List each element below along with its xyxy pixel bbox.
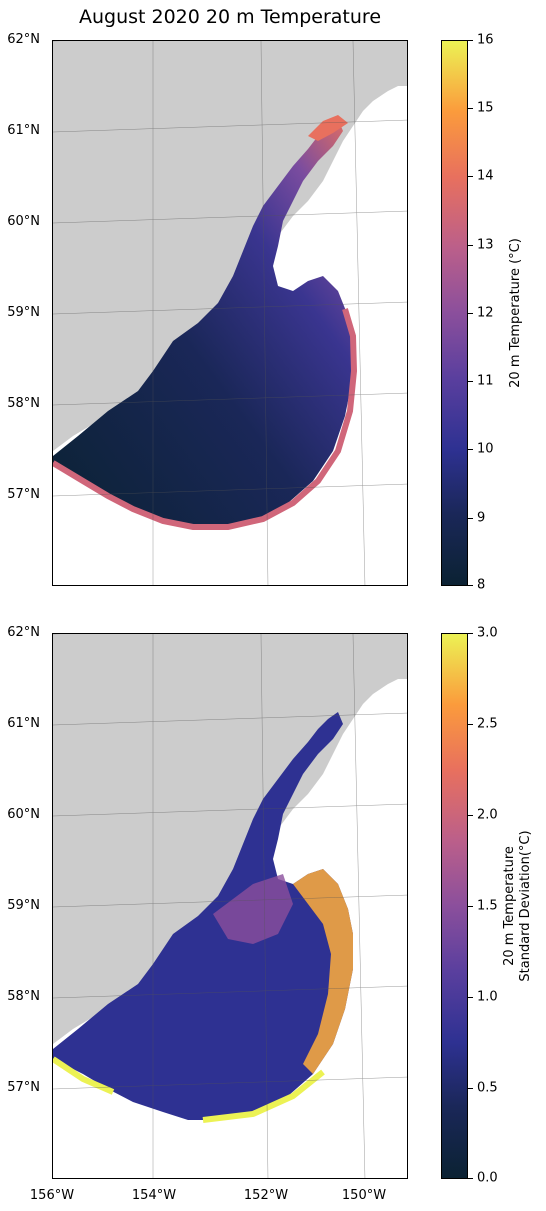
colorbar-title: 20 m Temperature (°C) — [508, 238, 523, 388]
colorbar-tick: 10 — [477, 441, 494, 457]
colorbar-tick: 1.0 — [477, 989, 498, 1005]
colorbar-tick: 13 — [477, 237, 494, 253]
high-variability-rim — [53, 1056, 325, 1123]
warm-rim — [53, 308, 358, 530]
colorbar-tick: 3.0 — [477, 625, 498, 641]
lat-label: 59°N — [7, 305, 40, 320]
colorbar-title-line1: 20 m Temperature — [502, 846, 517, 966]
colorbar-tick: 8 — [477, 577, 486, 593]
lat-label: 59°N — [7, 898, 40, 913]
stddev-map-panel — [52, 633, 408, 1179]
colorbar-tick: 9 — [477, 510, 486, 526]
lon-label: 156°W — [29, 1188, 75, 1203]
lat-label: 58°N — [7, 396, 40, 411]
colorbar-tick: 11 — [477, 373, 494, 389]
lat-label: 57°N — [7, 1080, 40, 1095]
warm-inlet-head — [308, 115, 348, 141]
colorbar-tick: 1.5 — [477, 898, 498, 914]
colorbar-tick: 12 — [477, 305, 494, 321]
colorbar-tick: 2.0 — [477, 807, 498, 823]
colorbar-tick: 0.0 — [477, 1170, 498, 1186]
colorbar-tick: 15 — [477, 100, 494, 116]
figure-title: August 2020 20 m Temperature — [78, 6, 382, 28]
temperature-map — [53, 41, 407, 585]
stddev-colorbar — [441, 633, 468, 1179]
stddev-map — [53, 634, 407, 1178]
high-variability-outer — [293, 869, 353, 1074]
colorbar-title: 20 m Temperature Standard Deviation(°C) — [502, 806, 534, 1006]
graticule — [53, 634, 407, 1178]
stddev-field — [53, 712, 353, 1120]
lat-label: 62°N — [7, 32, 40, 47]
colorbar-tick: 16 — [477, 32, 494, 48]
temperature-map-panel — [52, 40, 408, 586]
graticule — [53, 41, 407, 585]
colorbar-tick: 0.5 — [477, 1080, 498, 1096]
lat-label: 61°N — [7, 123, 40, 138]
mid-variability — [213, 874, 293, 944]
lat-label: 58°N — [7, 989, 40, 1004]
lon-label: 152°W — [243, 1188, 289, 1203]
lon-label: 154°W — [131, 1188, 177, 1203]
lat-label: 60°N — [7, 807, 40, 822]
colorbar-tick: 2.5 — [477, 716, 498, 732]
lat-label: 57°N — [7, 487, 40, 502]
lat-label: 61°N — [7, 716, 40, 731]
temperature-colorbar — [441, 40, 468, 586]
colorbar-title-line2: Standard Deviation(°C) — [518, 830, 533, 982]
lon-label: 150°W — [341, 1188, 387, 1203]
lat-label: 62°N — [7, 625, 40, 640]
temperature-field — [53, 119, 353, 527]
lat-label: 60°N — [7, 214, 40, 229]
colorbar-tick: 14 — [477, 168, 494, 184]
